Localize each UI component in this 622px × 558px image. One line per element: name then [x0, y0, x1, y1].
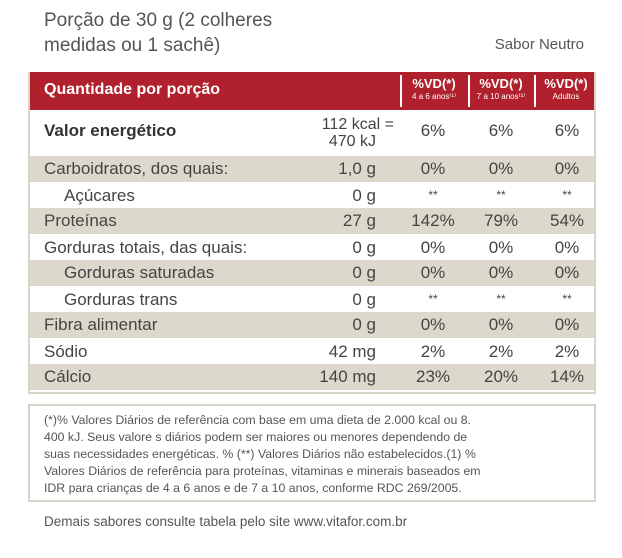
table-row: Cálcio 140 mg 23% 20% 14%: [30, 364, 594, 390]
vd-value-7-10: **: [496, 188, 506, 202]
nutrient-amount-line-2: 470 kJ: [328, 133, 376, 150]
nutrient-amount: 0 g: [352, 238, 376, 257]
vd-value-7-10: 0%: [488, 263, 514, 282]
quantity-per-portion-label: Quantidade por porção: [44, 81, 221, 98]
footnote-line: Valores Diários de referência para prote…: [44, 464, 481, 478]
vd-value-4-6: 6%: [420, 121, 446, 140]
nutrient-name: Valor energético: [44, 121, 177, 140]
vd-value-4-6: 0%: [420, 238, 446, 257]
nutrient-amount: 1,0 g: [338, 159, 376, 178]
vd-header-title: %VD(*): [412, 76, 456, 91]
nutrient-name: Cálcio: [44, 367, 92, 386]
table-row: Fibra alimentar 0 g 0% 0% 0%: [30, 312, 594, 338]
table-row: Sódio 42 mg 2% 2% 2%: [30, 338, 594, 364]
nutrient-amount: 0 g: [352, 290, 376, 309]
portion-line-2: medidas ou 1 sachê): [44, 35, 221, 56]
table-row: Gorduras totais, das quais: 0 g 0% 0% 0%: [30, 234, 594, 260]
nutrient-amount: 0 g: [352, 315, 376, 334]
footnote-line: 400 kJ. Seus valore s diários podem ser …: [44, 430, 468, 444]
nutrient-name: Gorduras saturadas: [64, 263, 215, 282]
table-row: Gorduras saturadas 0 g 0% 0% 0%: [30, 260, 594, 286]
vd-value-adults: **: [562, 292, 572, 306]
table-row: Proteínas 27 g 142% 79% 54%: [30, 208, 594, 234]
nutrient-name: Proteínas: [44, 211, 117, 230]
nutrient-name: Gorduras totais, das quais:: [44, 238, 248, 257]
vd-value-7-10: **: [496, 292, 506, 306]
flavor-label: Sabor Neutro: [494, 36, 584, 53]
vd-value-adults: 0%: [554, 159, 580, 178]
vd-value-4-6: 2%: [420, 342, 446, 361]
footnote-box: (*)% Valores Diários de referência com b…: [28, 404, 596, 502]
vd-value-7-10: 2%: [488, 342, 514, 361]
vd-header-title: %VD(*): [479, 76, 523, 91]
vd-value-7-10: 0%: [488, 159, 514, 178]
vd-value-4-6: **: [428, 292, 438, 306]
vd-value-4-6: 0%: [420, 159, 446, 178]
vd-value-7-10: 79%: [483, 211, 519, 230]
nutrient-amount: 42 mg: [328, 342, 376, 361]
vd-value-4-6: 142%: [411, 211, 455, 230]
nutrient-name: Fibra alimentar: [44, 315, 158, 334]
nutrient-amount: 0 g: [352, 186, 376, 205]
table-header: Quantidade por porção %VD(*) 4 a 6 anos⁽…: [30, 72, 594, 110]
vd-value-adults: 0%: [554, 263, 580, 282]
footnote-line: (*)% Valores Diários de referência com b…: [44, 413, 471, 427]
vd-value-4-6: 0%: [420, 263, 446, 282]
nutrient-name: Açúcares: [64, 186, 135, 205]
footnote-line: suas necessidades energéticas. % (**) Va…: [44, 447, 476, 461]
vd-value-adults: 0%: [554, 238, 580, 257]
vd-value-4-6: **: [428, 188, 438, 202]
vd-header-subtitle: Adultos: [552, 92, 580, 101]
portion-line-1: Porção de 30 g (2 colheres: [44, 10, 273, 31]
table-row: Açúcares 0 g ** ** **: [30, 182, 594, 208]
vd-value-7-10: 0%: [488, 238, 514, 257]
vd-value-adults: **: [562, 188, 572, 202]
nutrient-amount-line-1: 112 kcal =: [321, 116, 394, 133]
nutrient-name: Carboidratos, dos quais:: [44, 159, 229, 178]
vd-header-subtitle: 7 a 10 anos⁽¹⁾: [476, 92, 526, 101]
vd-value-adults: 14%: [549, 367, 585, 386]
table-row-energy: Valor energético 112 kcal = 470 kJ 6% 6%…: [30, 112, 594, 154]
footnote-line: IDR para crianças de 4 a 6 anos e de 7 a…: [44, 481, 462, 495]
nutrient-amount: 0 g: [352, 263, 376, 282]
footnote-text: (*)% Valores Diários de referência com b…: [44, 412, 584, 497]
vd-value-7-10: 0%: [488, 315, 514, 334]
vd-value-7-10: 20%: [483, 367, 519, 386]
table-row: Gorduras trans 0 g ** ** **: [30, 286, 594, 312]
nutrient-name: Sódio: [44, 342, 88, 361]
vd-value-4-6: 0%: [420, 315, 446, 334]
nutrient-amount: 27 g: [342, 211, 376, 230]
nutrition-table: Quantidade por porção %VD(*) 4 a 6 anos⁽…: [28, 72, 596, 394]
nutrient-amount: 140 mg: [319, 367, 376, 386]
vd-header-title: %VD(*): [544, 76, 588, 91]
vd-header-subtitle: 4 a 6 anos⁽¹⁾: [412, 92, 456, 101]
vd-header-7-10: %VD(*) 7 a 10 anos⁽¹⁾: [468, 75, 532, 107]
nutrient-name: Gorduras trans: [64, 290, 178, 309]
portion-header: Porção de 30 g (2 colheres medidas ou 1 …: [44, 8, 584, 68]
vd-header-4-6: %VD(*) 4 a 6 anos⁽¹⁾: [400, 75, 466, 107]
vd-value-adults: 2%: [554, 342, 580, 361]
table-row: Carboidratos, dos quais: 1,0 g 0% 0% 0%: [30, 156, 594, 182]
vd-value-adults: 6%: [554, 121, 580, 140]
other-flavors-note: Demais sabores consulte tabela pelo site…: [44, 514, 408, 529]
vd-value-adults: 54%: [549, 211, 585, 230]
vd-header-adults: %VD(*) Adultos: [534, 75, 596, 107]
vd-value-4-6: 23%: [415, 367, 451, 386]
vd-value-adults: 0%: [554, 315, 580, 334]
vd-value-7-10: 6%: [488, 121, 514, 140]
